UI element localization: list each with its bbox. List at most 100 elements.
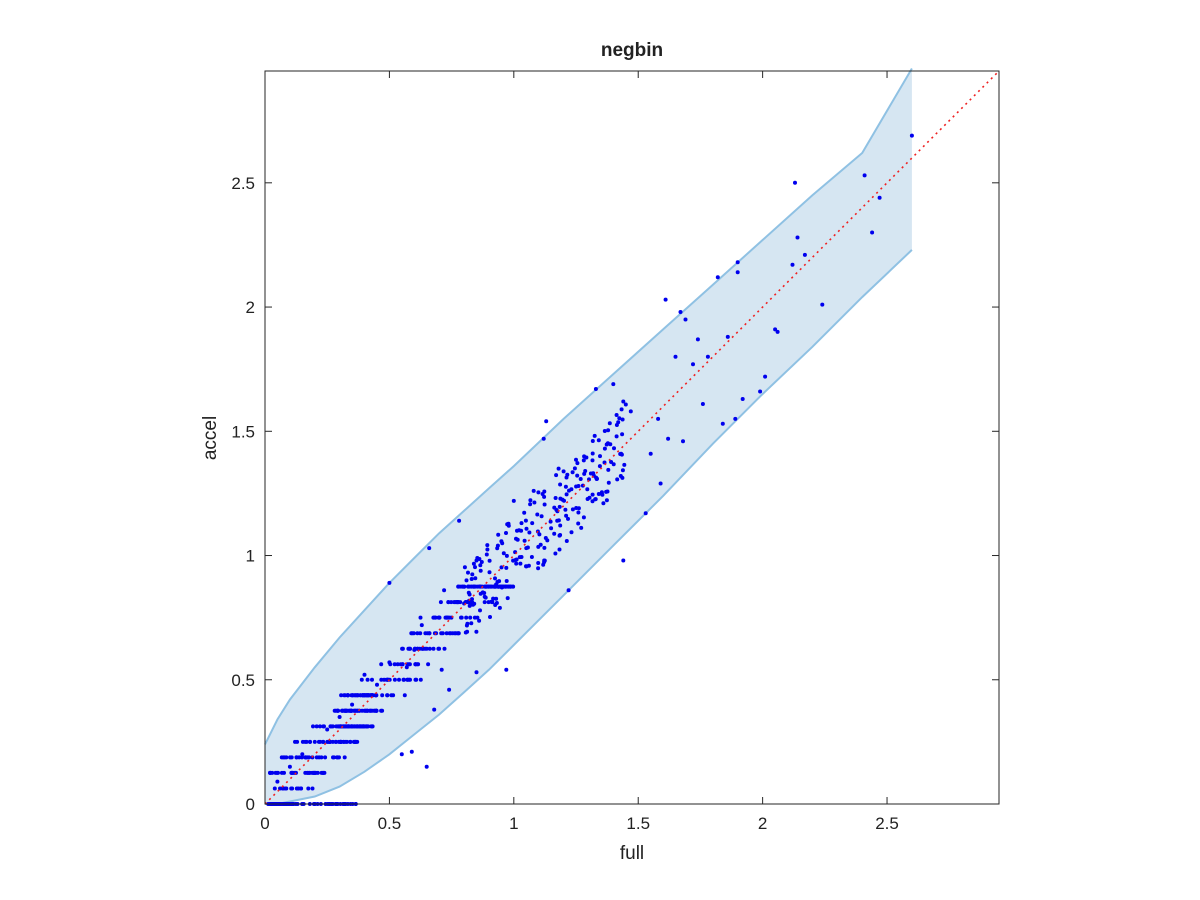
data-point xyxy=(474,629,479,634)
data-point xyxy=(475,615,480,620)
data-point xyxy=(735,260,740,265)
data-point xyxy=(590,451,595,456)
data-point xyxy=(339,739,344,744)
data-point xyxy=(391,693,396,698)
data-point xyxy=(344,708,349,713)
data-point xyxy=(545,538,550,543)
data-point xyxy=(758,389,763,394)
data-point xyxy=(683,317,688,322)
axis-ticks: 0 0.5 1 1.5 2 2.5 0 0.5 1 1.5 2 2.5 xyxy=(231,71,999,833)
data-point xyxy=(515,537,520,542)
data-point xyxy=(622,462,627,467)
data-point xyxy=(484,584,489,589)
data-point xyxy=(479,560,484,564)
data-point xyxy=(528,498,533,503)
data-point xyxy=(621,558,626,563)
data-point xyxy=(593,387,598,391)
data-point xyxy=(311,724,315,729)
data-point xyxy=(663,297,668,302)
data-point xyxy=(524,526,529,531)
data-point xyxy=(511,558,516,563)
data-point xyxy=(418,615,423,620)
data-point xyxy=(325,727,330,732)
data-point xyxy=(342,755,347,760)
data-point xyxy=(289,770,294,775)
data-point xyxy=(491,596,496,601)
data-point xyxy=(294,786,299,791)
data-point xyxy=(416,662,421,667)
data-point xyxy=(581,515,586,520)
data-point xyxy=(542,502,547,507)
data-point xyxy=(472,584,477,589)
data-point xyxy=(523,518,528,523)
data-point xyxy=(562,498,566,503)
data-point xyxy=(308,739,312,744)
data-point xyxy=(462,584,467,589)
data-point xyxy=(628,409,633,414)
data-point xyxy=(530,521,535,526)
data-point xyxy=(392,677,397,682)
data-point xyxy=(478,563,483,568)
data-point xyxy=(334,739,338,744)
data-point xyxy=(363,708,368,713)
data-point xyxy=(518,561,523,566)
data-point xyxy=(620,468,625,473)
data-point xyxy=(455,631,460,636)
data-point xyxy=(268,770,273,775)
data-point xyxy=(614,434,619,439)
data-point xyxy=(463,630,468,635)
data-point xyxy=(602,429,607,433)
data-point xyxy=(497,579,502,584)
data-point xyxy=(877,195,882,200)
data-point xyxy=(420,646,425,651)
data-point xyxy=(369,693,374,698)
data-point xyxy=(909,133,914,138)
data-point xyxy=(402,693,407,698)
data-point xyxy=(536,561,541,565)
data-point xyxy=(488,615,492,619)
data-point xyxy=(375,682,379,687)
data-point xyxy=(540,492,545,496)
data-point xyxy=(485,547,490,552)
data-point xyxy=(464,578,469,583)
data-point xyxy=(370,677,374,682)
data-point xyxy=(485,543,490,548)
y-tick-label: 2 xyxy=(246,298,255,317)
data-point xyxy=(522,538,527,543)
data-point xyxy=(592,433,597,438)
data-point xyxy=(557,547,562,552)
data-point xyxy=(419,623,424,628)
data-point xyxy=(572,466,577,471)
data-point xyxy=(528,502,533,507)
data-point xyxy=(862,173,867,178)
data-point xyxy=(480,590,485,595)
data-point xyxy=(604,498,609,503)
data-point xyxy=(352,739,357,744)
data-point xyxy=(397,677,401,682)
data-point xyxy=(495,546,500,551)
data-point xyxy=(413,677,418,682)
data-point xyxy=(542,545,547,550)
data-point xyxy=(552,531,557,536)
data-point xyxy=(450,631,455,636)
data-point xyxy=(456,600,461,605)
data-point xyxy=(574,457,578,462)
data-point xyxy=(564,475,569,480)
data-point xyxy=(561,469,566,474)
data-point xyxy=(541,436,546,441)
data-point xyxy=(733,416,738,421)
data-point xyxy=(418,631,423,636)
data-point xyxy=(514,561,519,566)
data-point xyxy=(449,600,454,605)
data-point xyxy=(504,565,509,570)
data-point xyxy=(556,466,561,471)
data-point xyxy=(549,526,554,531)
data-point xyxy=(315,770,320,775)
data-point xyxy=(555,518,560,523)
data-point xyxy=(508,584,513,589)
x-tick-label: 1.5 xyxy=(626,814,650,833)
data-point xyxy=(820,302,825,307)
data-point xyxy=(611,382,616,387)
data-point xyxy=(504,553,509,558)
data-point xyxy=(585,487,590,492)
